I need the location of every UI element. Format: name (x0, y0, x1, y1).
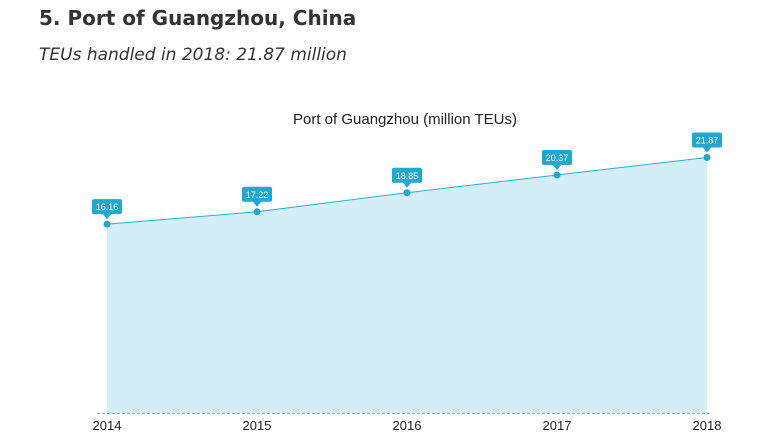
chart-title: Port of Guangzhou (million TEUs) (293, 111, 517, 128)
data-label-box (92, 199, 122, 220)
data-label-box (242, 186, 272, 207)
x-tick-label: 2016 (393, 418, 422, 433)
data-label: 17.22 (246, 190, 269, 200)
data-label-box (692, 132, 722, 153)
area-fill (107, 157, 707, 413)
data-label-callout: 21.87 (692, 132, 722, 153)
x-tick-label: 2018 (693, 418, 722, 433)
data-label: 16.16 (96, 202, 119, 212)
data-label-box (392, 167, 422, 188)
page-title: 5. Port of Guangzhou, China (39, 6, 357, 30)
data-point (553, 171, 561, 179)
data-label: 18.85 (396, 171, 419, 181)
data-label-callout: 18.85 (392, 167, 422, 188)
data-point (403, 189, 411, 197)
x-tick-label: 2014 (93, 418, 122, 433)
x-tick-label: 2015 (243, 418, 272, 433)
page-subtitle: TEUs handled in 2018: 21.87 million (39, 45, 347, 65)
data-label-callout: 16.16 (92, 199, 122, 220)
data-label-callout: 20.37 (542, 149, 572, 170)
x-tick-label: 2017 (543, 418, 572, 433)
data-label-box (542, 149, 572, 170)
data-label: 21.87 (696, 135, 719, 145)
data-label: 20.37 (546, 153, 569, 163)
data-point (103, 220, 111, 228)
data-point (703, 153, 711, 161)
data-label-callout: 17.22 (242, 186, 272, 207)
data-point (253, 208, 261, 216)
